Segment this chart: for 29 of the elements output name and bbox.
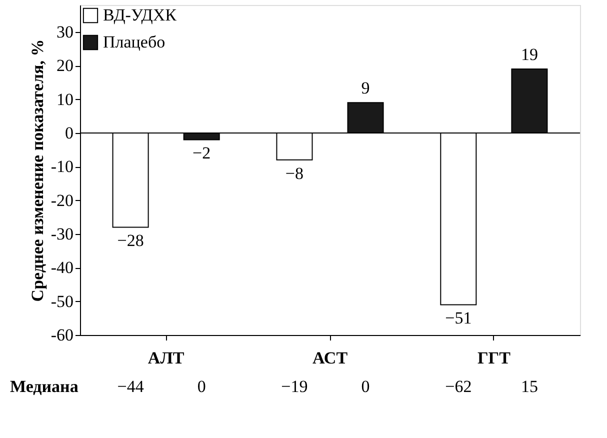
data-label: −8 — [285, 164, 304, 183]
x-tick-label: АСТ — [312, 348, 348, 368]
data-label: −2 — [192, 144, 211, 163]
text: −19 — [281, 377, 308, 396]
y-tick-label: -10 — [50, 157, 74, 176]
legend-label: Плацебо — [103, 32, 166, 52]
data-label: −51 — [445, 308, 472, 328]
y-tick-label: -20 — [50, 190, 74, 210]
text: Медиана — [10, 377, 79, 396]
data-label: 19 — [520, 44, 538, 64]
y-tick-label: 10 — [56, 90, 74, 109]
text: 0 — [361, 377, 370, 396]
y-tick-label: 30 — [56, 22, 74, 42]
data-label: 9 — [361, 78, 370, 98]
y-tick-label: -50 — [50, 292, 74, 311]
y-tick-label: 0 — [65, 123, 74, 142]
x-tick-label: ГГТ — [477, 348, 512, 368]
text: −44 — [117, 377, 144, 396]
legend-label: ВД-УДХК — [103, 6, 178, 24]
y-tick-label: -40 — [50, 258, 74, 278]
text: −62 — [445, 377, 472, 396]
text: 0 — [197, 377, 206, 396]
data-label: −28 — [117, 231, 144, 250]
text: 15 — [520, 377, 538, 396]
y-axis-title: Среднее изменение показателя, % — [28, 39, 47, 302]
y-tick-label: -30 — [50, 224, 74, 244]
y-tick-label: -60 — [50, 326, 74, 344]
x-tick-label: АЛТ — [148, 348, 185, 368]
y-tick-label: 20 — [56, 56, 74, 76]
